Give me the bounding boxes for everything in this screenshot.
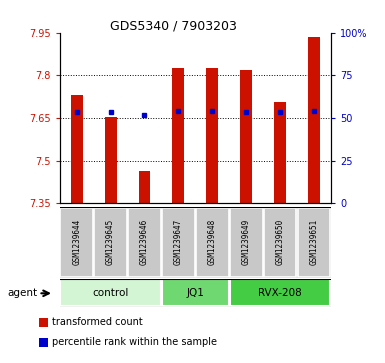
Bar [94,208,127,277]
Text: RVX-208: RVX-208 [258,288,302,298]
Text: GSM1239648: GSM1239648 [208,219,217,265]
Text: JQ1: JQ1 [186,288,204,298]
Bar [240,70,252,203]
Bar [230,208,263,277]
Text: GSM1239650: GSM1239650 [276,219,285,265]
Bar [274,102,286,203]
Text: GSM1239646: GSM1239646 [140,219,149,265]
Text: percentile rank within the sample: percentile rank within the sample [52,337,217,347]
Bar [308,37,320,203]
Bar [264,208,296,277]
Bar [298,208,330,277]
Bar [206,68,218,203]
Bar [162,280,229,306]
Bar [128,208,161,277]
Text: agent: agent [8,288,38,298]
Bar [162,208,195,277]
Bar [230,280,330,306]
Text: transformed count: transformed count [52,317,143,327]
Bar [172,68,184,203]
Text: GSM1239645: GSM1239645 [106,219,115,265]
Bar [196,208,229,277]
Text: GDS5340 / 7903203: GDS5340 / 7903203 [110,20,237,33]
Bar [105,117,117,203]
Text: GSM1239649: GSM1239649 [242,219,251,265]
Text: control: control [92,288,129,298]
Text: GSM1239644: GSM1239644 [72,219,81,265]
Bar [71,95,82,203]
Text: GSM1239651: GSM1239651 [310,219,319,265]
Bar [60,208,93,277]
Bar [60,280,161,306]
Bar [139,171,151,203]
Text: GSM1239647: GSM1239647 [174,219,183,265]
